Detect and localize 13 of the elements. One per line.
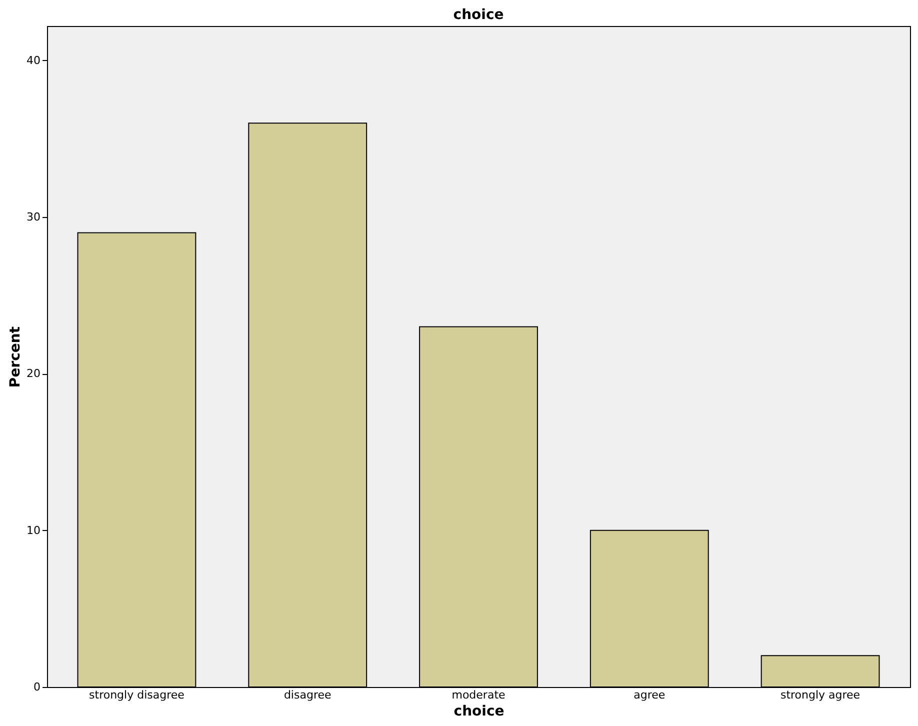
y-tick-label: 40 bbox=[26, 54, 40, 67]
y-tick-label: 10 bbox=[26, 524, 40, 537]
y-tick-label: 30 bbox=[26, 210, 40, 224]
y-tick-label: 20 bbox=[26, 367, 40, 380]
x-axis-title: choice bbox=[454, 704, 504, 720]
x-tick-label: strongly agree bbox=[780, 688, 860, 702]
y-axis-title: Percent bbox=[8, 326, 24, 388]
x-tick-label: agree bbox=[634, 688, 666, 702]
y-tick-label: 0 bbox=[34, 680, 40, 694]
x-tick-label: disagree bbox=[284, 688, 332, 702]
x-tick-label: strongly disagree bbox=[89, 688, 185, 702]
chart-title: choice bbox=[453, 7, 504, 23]
x-tick-label: moderate bbox=[452, 688, 506, 702]
